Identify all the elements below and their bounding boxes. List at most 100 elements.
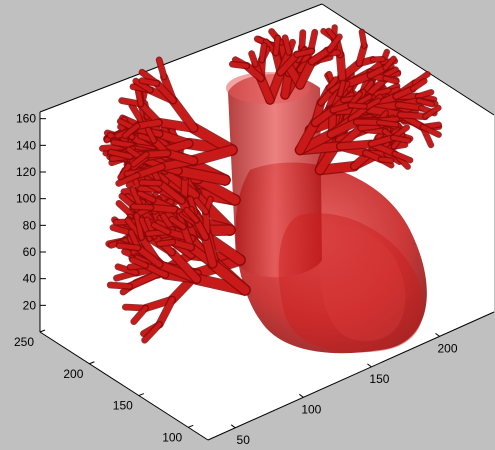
x-tick-mark — [299, 393, 304, 398]
vessel — [116, 201, 135, 218]
vessel — [142, 262, 168, 278]
vessel — [139, 180, 162, 186]
vessel — [383, 67, 398, 77]
heart-front-shell — [278, 213, 424, 353]
vessel — [308, 30, 317, 52]
y-tick-label: 150 — [113, 399, 133, 413]
vessel — [259, 43, 267, 63]
vessel — [157, 239, 175, 247]
x-axis-ticks: 50 100 150 200 — [230, 332, 458, 447]
axes-edge-bottom-right — [207, 311, 495, 441]
vessel — [134, 213, 144, 240]
y-tick-mark — [188, 424, 194, 428]
y-tick-label: 100 — [162, 430, 182, 444]
vessel — [194, 198, 209, 215]
vessel — [337, 51, 346, 81]
x-tick-label: 200 — [438, 341, 458, 355]
x-tick-label: 50 — [237, 433, 251, 447]
vessel — [122, 123, 140, 139]
vessel — [143, 150, 171, 158]
z-tick-label: 120 — [16, 165, 36, 179]
vessel — [327, 118, 360, 138]
vessel — [371, 57, 385, 62]
vessel — [416, 98, 434, 107]
vessel — [184, 207, 199, 223]
z-tick-label: 140 — [16, 138, 36, 152]
z-tick-label: 20 — [23, 298, 37, 312]
y-tick-mark — [138, 393, 145, 396]
vessel — [327, 77, 338, 90]
vessel — [337, 140, 375, 150]
vessel — [277, 51, 300, 76]
x-tick-label: 150 — [369, 372, 389, 386]
vessel — [327, 34, 342, 52]
z-tick-label: 40 — [23, 272, 37, 286]
vessel-branches — [99, 24, 443, 344]
vessel — [139, 78, 160, 86]
x-tick-mark — [230, 424, 236, 429]
vessel — [383, 76, 399, 84]
z-tick-label: 160 — [16, 112, 36, 126]
vessel — [168, 248, 201, 283]
vessel — [398, 112, 428, 119]
vessel — [348, 103, 367, 109]
vessel — [146, 127, 157, 143]
vessel — [131, 152, 149, 167]
vascular-volume-render — [99, 24, 443, 354]
vessel — [383, 56, 396, 70]
vessel — [374, 88, 391, 96]
y-tick-label: 250 — [14, 335, 34, 349]
z-tick-label: 80 — [23, 218, 37, 232]
vessel — [108, 282, 132, 289]
vessel — [126, 271, 161, 290]
vessel — [365, 98, 381, 109]
vessel — [134, 119, 162, 129]
vessel — [148, 204, 178, 213]
vessel — [169, 96, 198, 132]
vessel — [330, 82, 342, 93]
vessel — [420, 125, 441, 137]
z-tick-label: 100 — [16, 192, 36, 206]
vessel — [129, 103, 144, 123]
vessel — [273, 35, 280, 56]
axes-edge-top-right — [321, 3, 495, 116]
vessel — [201, 233, 217, 268]
x-tick-mark — [435, 332, 440, 337]
vessel — [156, 296, 175, 328]
y-tick-mark — [39, 329, 46, 333]
x-tick-label: 100 — [301, 402, 321, 416]
vessel — [391, 135, 411, 143]
vessel — [163, 149, 198, 165]
vessel — [116, 173, 140, 186]
y-tick-label: 200 — [63, 367, 83, 381]
aorta — [228, 74, 322, 278]
vessel — [116, 243, 141, 250]
vessel — [359, 29, 367, 48]
vessel — [115, 264, 139, 275]
vessel — [395, 102, 424, 111]
vessel — [133, 79, 153, 93]
z-tick-label: 60 — [23, 245, 37, 259]
vessel — [173, 166, 230, 185]
vessel — [131, 204, 154, 210]
vessel — [134, 164, 165, 179]
vessel — [296, 57, 316, 89]
vessel — [377, 120, 399, 127]
vessel — [161, 167, 199, 199]
vessel — [412, 72, 430, 85]
vessel — [296, 118, 320, 154]
vessel — [156, 180, 185, 204]
vessel — [282, 35, 291, 55]
vessel — [208, 259, 250, 295]
vessel — [169, 216, 186, 230]
vessel — [193, 174, 240, 205]
vessel — [415, 90, 434, 99]
vessel — [249, 51, 258, 67]
axes-edge-bottom-left — [39, 331, 209, 441]
x-tick-mark — [367, 363, 372, 368]
vessel — [110, 225, 132, 235]
vessel — [341, 96, 356, 103]
heart-chamber — [319, 226, 406, 341]
vessel — [309, 47, 333, 65]
vessel — [368, 135, 396, 147]
